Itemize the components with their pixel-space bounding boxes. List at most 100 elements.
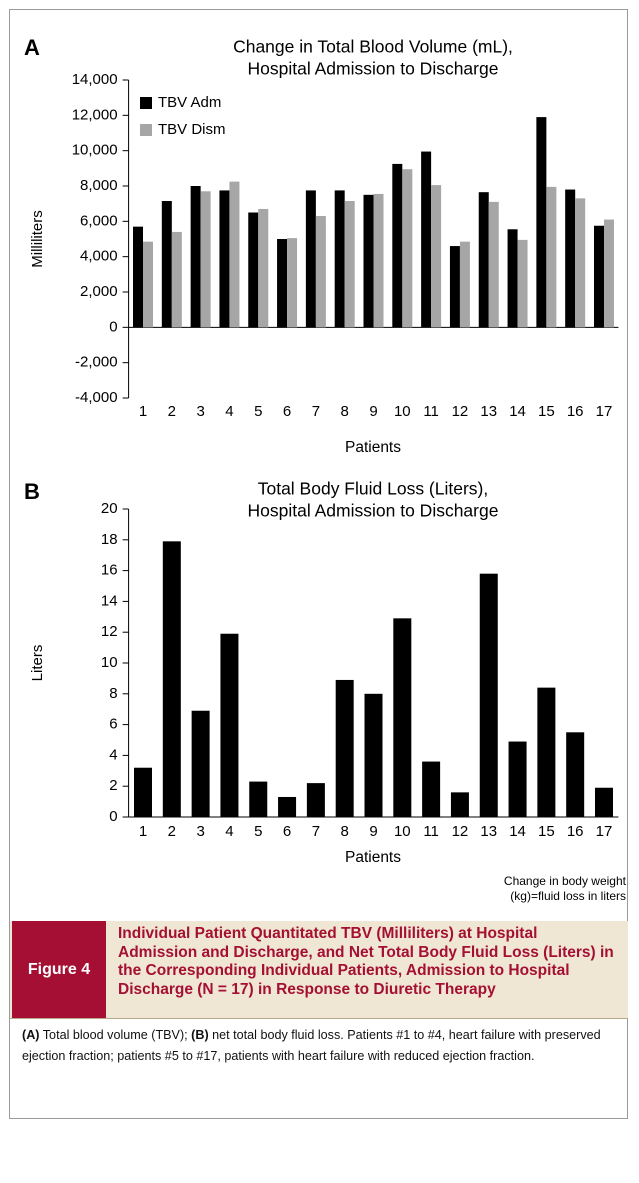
y-tick-label: -2,000 [75,354,118,371]
x-tick-label: 3 [196,403,204,420]
y-tick-label: 6,000 [80,212,118,229]
bar [479,573,498,817]
caption-part: Total blood volume (TBV); [42,1028,188,1042]
x-tick-label: 14 [509,403,526,420]
y-tick-label: 8 [109,685,117,702]
bar [258,208,269,328]
bar [277,239,288,328]
figure-header: Figure 4 Individual Patient Quantitated … [10,921,628,1019]
chart-title: Change in Total Blood Volume (mL), [233,37,513,57]
y-tick-label: 12,000 [72,106,118,123]
y-axis-title: Liters [29,645,46,682]
y-tick-label: 14 [101,592,118,609]
bar [517,239,528,328]
bar [594,787,613,817]
bar [219,190,230,328]
caption-part: net total body fluid loss. Patients #1 t… [22,1028,601,1063]
legend-swatch [140,124,152,136]
bar [431,185,442,328]
bar [392,163,403,328]
chart-title: Hospital Admission to Discharge [248,59,499,79]
x-tick-label: 6 [283,823,291,840]
x-tick-label: 17 [596,823,613,840]
x-tick-label: 11 [423,823,439,840]
bar [488,201,499,328]
x-tick-label: 7 [312,823,320,840]
bar [478,192,489,328]
chart-title: Hospital Admission to Discharge [248,501,499,521]
y-tick-label: 2,000 [80,283,118,300]
bar [508,741,527,817]
bar [565,189,576,328]
x-tick-label: 1 [139,823,147,840]
chart-title: Total Body Fluid Loss (Liters), [258,479,489,499]
legend-swatch [140,97,152,109]
bar [278,796,297,817]
bar [190,186,201,328]
y-tick-label: 12 [101,623,118,640]
x-tick-label: 4 [225,823,233,840]
panel-label: A [24,35,40,60]
y-tick-label: 6 [109,716,117,733]
y-tick-label: 18 [101,531,118,548]
bar [344,201,355,328]
x-tick-label: 9 [369,823,377,840]
panel-label: B [24,479,40,504]
caption: (A) Total blood volume (TBV); (B) net to… [22,1025,617,1067]
x-tick-label: 12 [452,403,469,420]
x-axis-title: Patients [345,439,401,456]
bar [220,633,239,817]
figure-title: Individual Patient Quantitated TBV (Mill… [118,925,614,998]
bar [161,201,172,328]
bar [229,181,240,328]
bar [537,687,556,817]
bar [287,238,298,328]
bar [373,193,384,328]
y-axis-title: Milliliters [29,210,46,268]
x-tick-label: 2 [168,823,176,840]
bar [593,225,604,328]
bar [134,767,153,817]
bar [143,241,154,328]
y-tick-label: -4,000 [75,389,118,406]
x-tick-label: 9 [369,403,377,420]
x-tick-label: 14 [509,823,526,840]
bar [402,169,413,328]
bar [507,229,518,328]
bar [363,194,374,328]
bar [335,679,354,817]
bar [315,216,326,328]
note: Change in body weight [504,874,627,888]
x-tick-label: 15 [538,403,555,420]
x-tick-label: 15 [538,823,555,840]
figure-frame [9,9,628,1119]
bar [459,241,470,328]
y-tick-label: 0 [109,808,117,825]
y-tick-label: 16 [101,562,118,579]
bar [248,212,259,328]
x-tick-label: 4 [225,403,233,420]
x-tick-label: 5 [254,823,262,840]
bar [566,732,585,817]
bar [575,198,586,328]
x-tick-label: 1 [139,403,147,420]
bar [546,186,557,328]
y-tick-label: 10 [101,654,118,671]
x-tick-label: 7 [312,403,320,420]
y-tick-label: 0 [109,318,117,335]
charts: A Change in Total Blood Volume (mL),Hospi… [24,35,627,903]
y-tick-label: 10,000 [72,142,118,159]
x-tick-label: 8 [341,823,349,840]
bar [364,693,383,817]
bar [171,231,182,328]
legend-label: TBV Dism [158,121,226,138]
y-tick-label: 14,000 [72,71,118,88]
figure-label: Figure 4 [12,921,106,1018]
x-tick-label: 16 [567,823,584,840]
y-tick-label: 4 [109,746,117,763]
bar [191,710,210,817]
bar [306,783,325,817]
bar [162,541,181,817]
x-tick-label: 13 [480,403,497,420]
bar [536,117,547,328]
